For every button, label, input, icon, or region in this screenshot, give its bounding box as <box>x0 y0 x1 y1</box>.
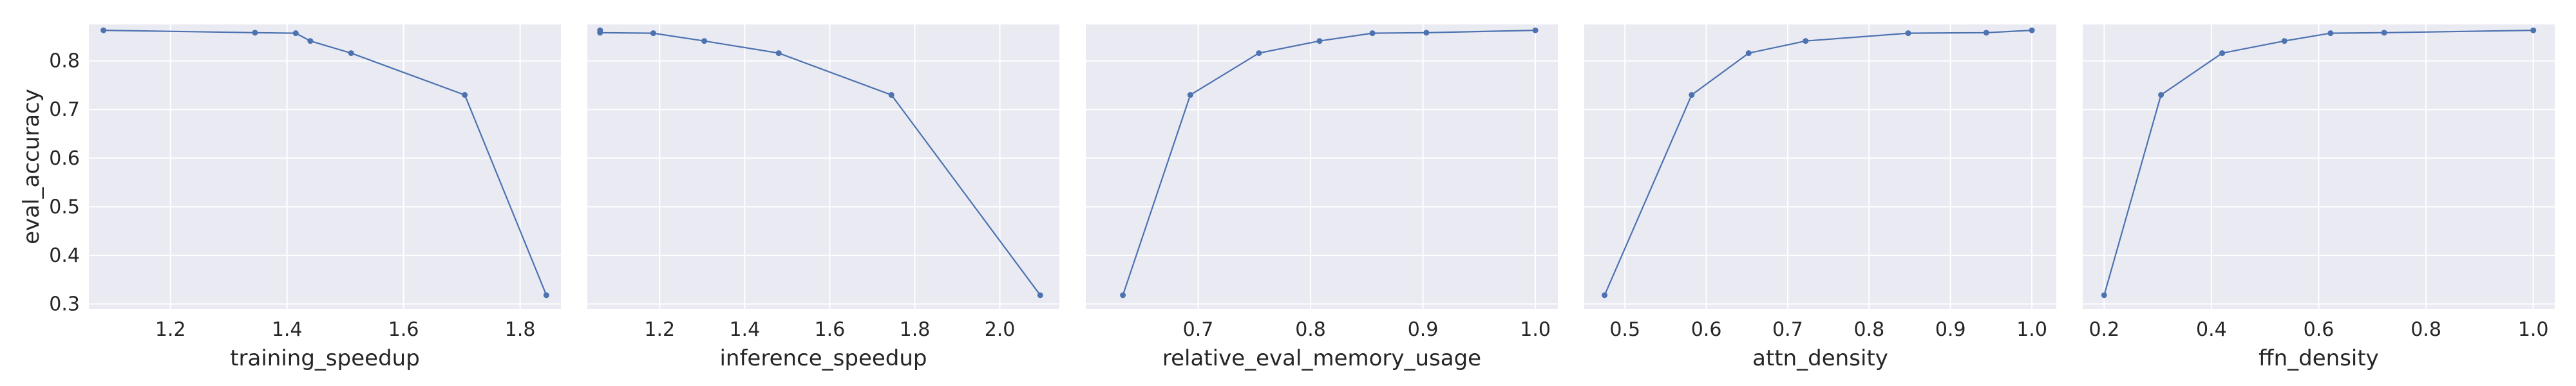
x-tick-label: 1.4 <box>272 318 303 341</box>
data-point <box>2381 30 2387 36</box>
data-point <box>1905 30 1911 37</box>
data-point <box>1256 50 1262 57</box>
x-tick-label: 0.8 <box>1853 318 1884 341</box>
y-axis-label: eval_accuracy <box>19 89 44 244</box>
data-point <box>348 50 354 57</box>
data-point <box>888 92 895 98</box>
data-point <box>1803 38 1809 44</box>
data-point <box>1187 92 1193 98</box>
x-tick-label: 0.2 <box>2088 318 2119 341</box>
data-point <box>1983 30 1989 36</box>
y-tick-label: 0.7 <box>49 98 80 121</box>
x-tick-label: 0.8 <box>1295 318 1326 341</box>
x-tick-label: 1.0 <box>2016 318 2047 341</box>
subplot-5: 0.2 0.4 0.6 0.8 1.0 ffn_density <box>2083 24 2555 371</box>
x-axis-label: ffn_density <box>2259 345 2379 371</box>
plot-area <box>587 24 1059 309</box>
x-tick-label: 0.9 <box>1935 318 1966 341</box>
plot-area <box>89 24 561 309</box>
y-tick-label: 0.5 <box>49 196 80 218</box>
data-point <box>543 292 549 299</box>
data-point <box>2530 27 2537 33</box>
data-point <box>307 38 314 44</box>
data-point <box>701 38 708 44</box>
x-tick-label: 0.4 <box>2196 318 2227 341</box>
data-point <box>2029 27 2035 33</box>
x-tick-label: 0.8 <box>2410 318 2441 341</box>
data-point <box>1745 50 1752 57</box>
x-tick-label: 0.5 <box>1609 318 1640 341</box>
data-point <box>1120 292 1126 299</box>
x-tick-label: 1.2 <box>644 318 675 341</box>
data-point <box>2219 50 2226 57</box>
x-axis-label: attn_density <box>1752 345 1888 371</box>
data-point <box>1532 27 1539 33</box>
data-point <box>1316 38 1323 44</box>
subplot-4: 0.5 0.6 0.7 0.8 0.9 1.0 attn_density <box>1584 24 2056 371</box>
x-tick-label: 0.7 <box>1772 318 1803 341</box>
subplot-3: 0.7 0.8 0.9 1.0 relative_eval_memory_usage <box>1086 24 1558 371</box>
x-tick-label: 1.6 <box>815 318 846 341</box>
data-point <box>2281 38 2287 44</box>
subplot-2: 1.2 1.4 1.6 1.8 2.0 inference_speedup <box>587 24 1059 371</box>
x-tick-label: 0.6 <box>2304 318 2334 341</box>
plot-area <box>1086 24 1558 309</box>
x-tick-label: 1.8 <box>900 318 931 341</box>
data-point <box>1602 292 1608 299</box>
data-point <box>1423 30 1430 36</box>
x-axis-label: inference_speedup <box>719 345 927 371</box>
subplot-1: 1.2 1.4 1.6 1.8 0.3 0.4 0.5 0.6 0.7 0.8 training_s… <box>19 24 561 371</box>
plot-area <box>1584 24 2056 309</box>
x-tick-label: 1.2 <box>155 318 186 341</box>
y-tick-label: 0.4 <box>49 244 80 267</box>
x-tick-label: 0.6 <box>1691 318 1722 341</box>
x-tick-label: 1.4 <box>729 318 760 341</box>
y-tick-label: 0.3 <box>49 293 80 315</box>
data-point <box>2158 92 2164 98</box>
data-point <box>1369 30 1376 37</box>
x-tick-label: 1.0 <box>2518 318 2549 341</box>
x-tick-label: 0.9 <box>1408 318 1439 341</box>
x-tick-label: 2.0 <box>985 318 1016 341</box>
data-point <box>650 30 656 37</box>
data-point <box>292 30 299 37</box>
data-point <box>775 50 782 57</box>
y-tick-label: 0.8 <box>49 50 80 73</box>
y-tick-label: 0.6 <box>49 147 80 170</box>
data-point <box>597 27 603 33</box>
data-point <box>1037 292 1043 299</box>
data-point <box>2101 292 2107 299</box>
x-tick-label: 1.8 <box>505 318 536 341</box>
x-tick-label: 0.7 <box>1183 318 1214 341</box>
data-point <box>2327 30 2334 37</box>
x-tick-label: 1.0 <box>1520 318 1551 341</box>
x-axis-label: relative_eval_memory_usage <box>1162 345 1481 371</box>
data-point <box>1689 92 1695 98</box>
x-tick-label: 1.6 <box>388 318 419 341</box>
data-point <box>100 27 107 33</box>
data-point <box>462 92 468 98</box>
data-point <box>252 30 258 36</box>
x-axis-label: training_speedup <box>230 345 420 371</box>
